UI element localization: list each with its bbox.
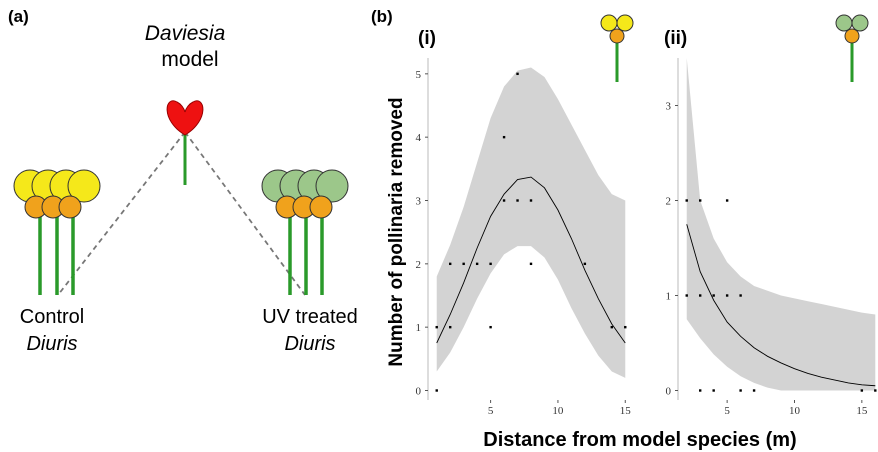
panel-label: (a) — [8, 7, 29, 26]
uv-genus: Diuris — [284, 333, 335, 355]
panel-label: (b) — [371, 7, 393, 26]
data-point — [712, 389, 714, 391]
confidence-band — [687, 58, 876, 391]
figure: (a) Daviesia model Control Diuris UV tre… — [0, 0, 878, 452]
y-axis-label: Number of pollinaria removed — [386, 97, 407, 366]
data-point — [516, 199, 518, 201]
icon-yellow — [601, 15, 633, 82]
panel-title: (i) — [418, 28, 436, 49]
data-point — [624, 326, 626, 328]
data-point — [489, 263, 491, 265]
data-point — [874, 389, 876, 391]
data-point — [753, 389, 755, 391]
model-word: model — [161, 48, 218, 71]
y-tick-label: 5 — [416, 69, 422, 81]
y-tick-label: 1 — [666, 291, 672, 303]
y-tick-label: 2 — [416, 259, 422, 271]
confidence-band — [437, 68, 626, 378]
data-point — [726, 199, 728, 201]
data-point — [726, 294, 728, 296]
data-point — [699, 199, 701, 201]
y-tick-label: 1 — [416, 322, 422, 334]
y-tick-label: 3 — [666, 101, 672, 113]
y-tick-label: 2 — [666, 196, 672, 208]
data-point — [503, 136, 505, 138]
data-point — [530, 199, 532, 201]
x-tick-label: 5 — [724, 405, 730, 417]
control-flowers — [14, 170, 100, 295]
y-tick-label: 0 — [666, 386, 672, 398]
data-point — [686, 199, 688, 201]
y-tick-label: 4 — [416, 132, 422, 144]
data-point — [449, 326, 451, 328]
data-point — [530, 263, 532, 265]
data-point — [436, 326, 438, 328]
data-point — [449, 263, 451, 265]
uv-label: UV treated — [262, 306, 358, 328]
panel-title: (ii) — [664, 28, 687, 49]
data-point — [611, 326, 613, 328]
data-point — [739, 294, 741, 296]
control-label: Control — [20, 306, 84, 328]
data-point — [503, 199, 505, 201]
x-tick-label: 15 — [856, 405, 868, 417]
data-point — [584, 263, 586, 265]
panel-a: (a) Daviesia model Control Diuris UV tre… — [8, 7, 358, 355]
daviesia-flower — [167, 101, 203, 135]
data-point — [699, 294, 701, 296]
uv-flowers — [262, 170, 348, 295]
data-point — [712, 294, 714, 296]
y-tick-label: 0 — [416, 386, 422, 398]
plot-area — [436, 68, 627, 392]
data-point — [699, 389, 701, 391]
x-tick-label: 5 — [488, 405, 494, 417]
data-point — [516, 73, 518, 75]
x-tick-label: 15 — [620, 405, 632, 417]
data-point — [436, 389, 438, 391]
data-point — [739, 389, 741, 391]
data-point — [686, 294, 688, 296]
model-name: Daviesia — [145, 22, 226, 45]
x-tick-label: 10 — [552, 405, 564, 417]
data-point — [489, 326, 491, 328]
y-tick-label: 3 — [416, 196, 422, 208]
x-tick-label: 10 — [789, 405, 801, 417]
data-point — [476, 263, 478, 265]
data-point — [462, 263, 464, 265]
icon-green — [836, 15, 868, 82]
x-axis-label: Distance from model species (m) — [483, 429, 796, 451]
control-genus: Diuris — [26, 333, 77, 355]
plot-area — [686, 58, 877, 392]
data-point — [861, 389, 863, 391]
